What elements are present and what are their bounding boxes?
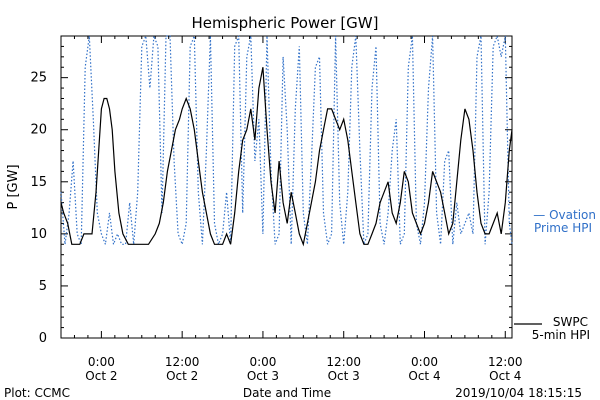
y-tick-label: 5 bbox=[39, 279, 47, 294]
x-tick-label-date: Oct 3 bbox=[328, 369, 360, 383]
x-tick-label-date: Oct 3 bbox=[247, 369, 279, 383]
chart-title: Hemispheric Power [GW] bbox=[192, 14, 379, 32]
footer-plot-credit: Plot: CCMC bbox=[4, 386, 70, 400]
x-tick-label-date: Oct 2 bbox=[166, 369, 198, 383]
y-tick-label: 25 bbox=[30, 71, 47, 86]
y-tick-label: 15 bbox=[30, 175, 47, 190]
legend-ovation-line1: — Ovation bbox=[533, 208, 596, 222]
series-swpc-5min-hpi bbox=[60, 67, 513, 247]
swpc-line bbox=[60, 67, 513, 247]
y-axis-label: P [GW] bbox=[6, 164, 21, 209]
x-tick-label-time: 0:00 bbox=[411, 355, 438, 369]
y-tick-label: 20 bbox=[30, 123, 47, 138]
x-tick-label-time: 0:00 bbox=[249, 355, 276, 369]
legend-swpc-line1: SWPC bbox=[553, 315, 588, 329]
x-tick-label-date: Oct 4 bbox=[489, 369, 521, 383]
footer-timestamp: 2019/10/04 18:15:15 bbox=[455, 386, 582, 400]
plot-frame bbox=[60, 35, 513, 339]
x-tick-label-time: 0:00 bbox=[88, 355, 115, 369]
x-tick-label-time: 12:00 bbox=[165, 355, 200, 369]
x-tick-label-time: 12:00 bbox=[488, 355, 523, 369]
plot-border bbox=[60, 35, 513, 339]
x-tick-label-date: Oct 2 bbox=[85, 369, 117, 383]
y-tick-label: 0 bbox=[39, 331, 47, 346]
x-tick-label-time: 12:00 bbox=[326, 355, 361, 369]
y-tick-label: 10 bbox=[30, 227, 47, 242]
x-tick-label-date: Oct 4 bbox=[408, 369, 440, 383]
y-axis-ticks: 0 5 10 15 20 25 bbox=[30, 35, 512, 346]
legend-ovation-line2: Prime HPI bbox=[534, 221, 592, 235]
legend-swpc-line2: 5-min HPI bbox=[532, 328, 590, 342]
footer-x-axis-title: Date and Time bbox=[243, 386, 331, 400]
